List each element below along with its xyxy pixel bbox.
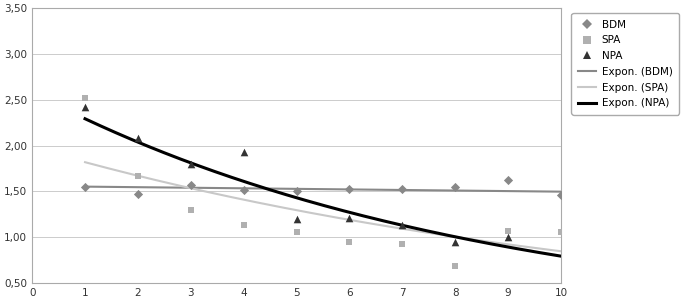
Point xyxy=(133,192,143,197)
Point xyxy=(185,182,196,187)
Point xyxy=(344,216,355,220)
Point xyxy=(291,217,302,221)
Point xyxy=(555,193,566,198)
Point xyxy=(450,239,461,244)
Point xyxy=(344,239,355,244)
Point xyxy=(238,188,249,193)
Point xyxy=(133,173,143,178)
Point xyxy=(450,185,461,189)
Point xyxy=(503,178,514,183)
Point xyxy=(185,207,196,212)
Point xyxy=(80,105,91,110)
Point xyxy=(397,241,408,246)
Point xyxy=(397,186,408,191)
Point xyxy=(238,223,249,228)
Point xyxy=(80,185,91,189)
Point xyxy=(503,235,514,239)
Point xyxy=(555,229,566,234)
Point xyxy=(133,136,143,141)
Point xyxy=(80,95,91,100)
Point xyxy=(238,149,249,154)
Point xyxy=(397,223,408,228)
Point xyxy=(450,263,461,268)
Legend: BDM, SPA, NPA, Expon. (BDM), Expon. (SPA), Expon. (NPA): BDM, SPA, NPA, Expon. (BDM), Expon. (SPA… xyxy=(572,13,679,114)
Point xyxy=(503,228,514,233)
Point xyxy=(344,186,355,191)
Point xyxy=(291,229,302,234)
Point xyxy=(291,189,302,194)
Point xyxy=(185,162,196,166)
